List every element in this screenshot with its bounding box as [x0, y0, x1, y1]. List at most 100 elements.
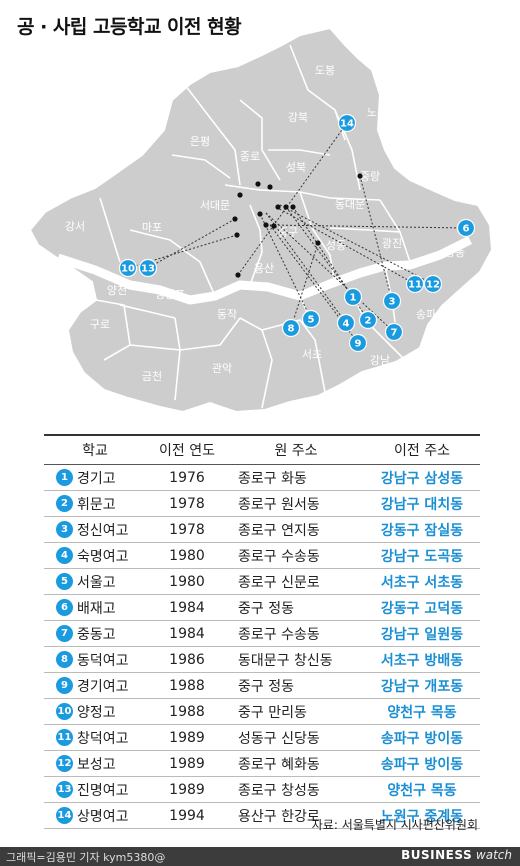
- relocation-year: 1978: [169, 521, 205, 538]
- marker-3: 3: [382, 291, 402, 311]
- new-address: 양천구 목동: [387, 782, 457, 799]
- origin-point: [257, 211, 263, 217]
- relocation-year: 1989: [169, 729, 205, 746]
- district-label: 양천: [107, 283, 127, 297]
- row-number-badge: 3: [56, 521, 73, 538]
- table-row: 2 휘문고 1978 종로구 원서동 강남구 대치동: [44, 491, 480, 517]
- school-name: 상명여고: [77, 808, 129, 825]
- new-address: 강남구 도곡동: [380, 548, 464, 565]
- table-row: 10 양정고 1988 중구 만리동 양천구 목동: [44, 699, 480, 725]
- origin-point: [232, 216, 238, 222]
- row-number-badge: 8: [56, 651, 73, 668]
- district-label: 광진: [382, 237, 402, 250]
- page-title: 공 · 사립 고등학교 이전 현황: [17, 16, 242, 38]
- district-label: 동대문: [335, 198, 365, 211]
- school-name: 중동고: [77, 626, 116, 643]
- graphic-credit: 그래픽=김용민 기자 kym5380@: [6, 851, 166, 864]
- relocation-year: 1989: [169, 781, 205, 798]
- new-address: 송파구 방이동: [380, 756, 464, 773]
- school-name: 정신여고: [77, 522, 129, 539]
- original-address: 종로구 신문로: [238, 574, 320, 591]
- row-number-badge: 9: [56, 677, 73, 694]
- svg-text:1: 1: [350, 293, 357, 304]
- row-number-badge: 7: [56, 625, 73, 642]
- school-name: 양정고: [77, 704, 116, 721]
- district-label: 용산: [254, 262, 274, 275]
- relocation-year: 1984: [169, 599, 205, 616]
- svg-text:13: 13: [141, 264, 155, 275]
- marker-2: 2: [358, 310, 378, 330]
- origin-points: [232, 173, 363, 278]
- school-name: 휘문고: [77, 496, 116, 513]
- original-address: 용산구 한강로: [238, 808, 320, 825]
- district-label: 중구: [278, 226, 298, 239]
- original-address: 종로구 창성동: [238, 782, 320, 799]
- new-address: 강남구 삼성동: [380, 470, 464, 487]
- original-address: 종로구 수송동: [238, 548, 320, 565]
- table-row: 12 보성고 1989 종로구 혜화동 송파구 방이동: [44, 751, 480, 777]
- school-name: 경기여고: [77, 678, 129, 695]
- relocation-table: 학교 이전 연도 원 주소 이전 주소 1 경기고 1976 종로구 화동 강남구…: [44, 434, 480, 829]
- destination-markers: 1 2 3 4 5 6 7 8 9 10 11 12 13 14: [118, 113, 476, 353]
- new-address: 송파구 방이동: [380, 730, 464, 747]
- district-label: 성북: [286, 161, 306, 174]
- origin-point: [315, 240, 321, 246]
- origin-point: [267, 184, 273, 190]
- origin-point: [275, 204, 281, 210]
- district-label: 송파: [416, 308, 436, 321]
- table-header: 학교 이전 연도 원 주소 이전 주소: [44, 434, 480, 465]
- row-number-badge: 12: [56, 755, 73, 772]
- relocation-year: 1989: [169, 755, 205, 772]
- marker-9: 9: [348, 333, 368, 353]
- school-name: 진명여고: [77, 782, 129, 799]
- brand-italic: watch: [475, 848, 512, 862]
- marker-10: 10: [118, 258, 138, 278]
- row-number-badge: 2: [56, 495, 73, 512]
- header-year: 이전 연도: [159, 443, 215, 459]
- svg-text:8: 8: [288, 324, 295, 335]
- district-label: 강동: [445, 246, 465, 259]
- svg-text:3: 3: [389, 297, 396, 308]
- new-address: 강남구 개포동: [380, 678, 464, 695]
- origin-point: [357, 173, 363, 179]
- original-address: 종로구 연지동: [238, 522, 320, 539]
- district-label: 강서: [65, 220, 85, 233]
- table-row: 6 배재고 1984 중구 정동 강동구 고덕동: [44, 595, 480, 621]
- marker-8: 8: [281, 318, 301, 338]
- han-river: [56, 235, 473, 305]
- school-name: 서울고: [77, 574, 116, 591]
- table-row: 9 경기여고 1988 중구 정동 강남구 개포동: [44, 673, 480, 699]
- table-row: 3 정신여고 1978 종로구 연지동 강동구 잠실동: [44, 517, 480, 543]
- school-name: 창덕여고: [77, 730, 129, 747]
- original-address: 종로구 원서동: [238, 496, 320, 513]
- district-label: 성동: [326, 239, 346, 252]
- header-original-address: 원 주소: [274, 443, 318, 459]
- table-row: 1 경기고 1976 종로구 화동 강남구 삼성동: [44, 465, 480, 491]
- relocation-year: 1978: [169, 495, 205, 512]
- original-address: 중구 정동: [238, 678, 294, 695]
- district-label: 마포: [142, 221, 162, 234]
- brand-logo: BUSINESS watch: [401, 848, 512, 862]
- district-label: 강북: [288, 111, 308, 124]
- relocation-year: 1994: [169, 807, 205, 824]
- original-address: 중구 만리동: [238, 704, 307, 721]
- new-address: 양천구 목동: [387, 704, 457, 721]
- marker-1: 1: [343, 287, 363, 307]
- original-address: 종로구 화동: [238, 470, 307, 487]
- row-number-badge: 6: [56, 599, 73, 616]
- source-note: 자료: 서울특별시 시사편찬위원회: [311, 818, 478, 832]
- svg-text:2: 2: [365, 316, 372, 327]
- district-label: 은평: [190, 135, 210, 148]
- district-label: 종로: [240, 150, 260, 163]
- new-address: 강동구 잠실동: [380, 522, 464, 539]
- origin-point: [263, 222, 269, 228]
- origin-point: [237, 192, 243, 198]
- row-number-badge: 5: [56, 573, 73, 590]
- new-address: 서초구 방배동: [380, 652, 464, 669]
- relocation-year: 1976: [169, 469, 205, 486]
- school-name: 동덕여고: [77, 652, 129, 669]
- header-new-address: 이전 주소: [394, 443, 450, 459]
- district-label: 서초: [302, 348, 322, 361]
- table-row: 5 서울고 1980 종로구 신문로 서초구 서초동: [44, 569, 480, 595]
- svg-text:11: 11: [408, 280, 422, 291]
